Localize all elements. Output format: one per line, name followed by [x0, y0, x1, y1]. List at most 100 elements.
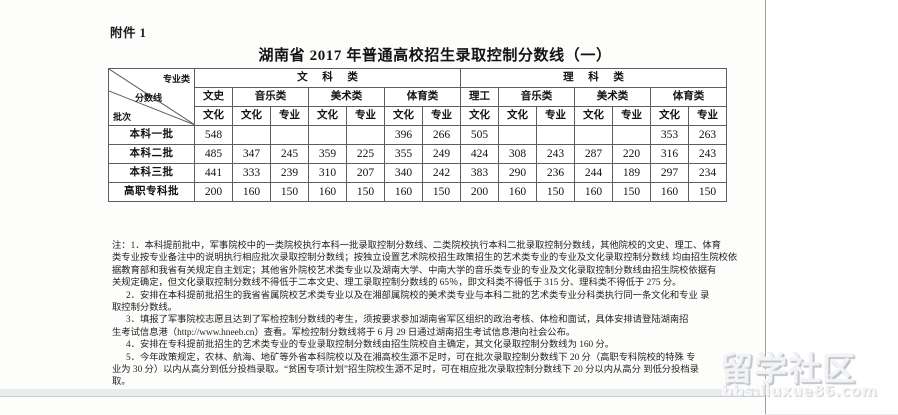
group-header-sciences: 理 科 类	[460, 68, 727, 88]
sub-header-cell: 文化	[650, 106, 689, 126]
sub-header-cell: 文化	[498, 106, 537, 126]
score-cell: 316	[650, 144, 689, 164]
score-cell: 236	[536, 163, 575, 183]
score-cell: 383	[460, 163, 499, 183]
score-cell: 160	[498, 182, 537, 202]
note-line: 5．今年政策规定，农林、航海、地矿等外省本科院校以及在湘高校生源不足时，可在批次…	[126, 352, 696, 363]
sub-header-cell: 文化	[232, 106, 271, 126]
table-header-category-row: 文史 音乐类 美术类 体育类 理工 音乐类 美术类 体育类	[109, 87, 727, 107]
score-cell	[498, 125, 537, 145]
corner-score-label: 分数线	[135, 93, 163, 103]
score-cell	[574, 125, 613, 145]
score-cell: 239	[270, 163, 309, 183]
score-cell: 189	[612, 163, 651, 183]
group-header-liberal-arts: 文 科 类	[194, 68, 461, 88]
note-line: 3．填报了军事院校志愿且达到了军检控制分数线的考生，须按要求参加湖南省军区组织的…	[126, 315, 689, 326]
sub-header-cell: 专业	[536, 106, 575, 126]
score-cell: 160	[232, 182, 271, 202]
note-line: 注：1．本科提前批中，军事院校中的一类院校执行本科一批录取控制分数线、二类院校执…	[112, 241, 721, 251]
table-row: 本科二批 485 347 245 359 225 355 249 424 308…	[108, 144, 727, 164]
note-line: 取控制分数线。	[112, 303, 178, 314]
category-header-wenshi: 文史	[194, 87, 233, 107]
score-cell: 160	[384, 182, 423, 202]
table-row: 本科一批 548 396 266 505 353	[108, 125, 727, 145]
page-title: 湖南省 2017 年普通高校招生录取控制分数线（一）	[258, 48, 612, 64]
table-header-group-row: 专业类 分数线 批次 文 科 类 理 科 类	[108, 68, 727, 126]
score-cell: 441	[194, 163, 233, 183]
score-cell: 355	[384, 144, 423, 164]
score-cell	[346, 125, 385, 145]
score-cell: 150	[346, 182, 385, 202]
note-line: 取。	[112, 377, 131, 388]
score-cell	[232, 125, 271, 145]
sub-header-cell: 文化	[194, 106, 233, 126]
score-cell: 505	[460, 125, 499, 145]
row-batch-label: 本科三批	[108, 163, 195, 183]
sub-header-cell: 文化	[308, 106, 347, 126]
score-cell: 353	[650, 125, 689, 145]
row-batch-label: 本科二批	[108, 144, 195, 164]
score-cell: 160	[650, 182, 689, 202]
score-cell: 359	[308, 144, 347, 164]
score-cell: 200	[460, 182, 499, 202]
score-table-wrapper: 专业类 分数线 批次 文 科 类 理 科 类 文史 音乐类 美术类 体育类 理工	[108, 68, 727, 202]
category-header-fineart-sci: 美术类	[574, 87, 651, 107]
score-cell: 245	[270, 144, 309, 164]
score-cell: 150	[270, 182, 309, 202]
category-header-sports-arts: 体育类	[384, 87, 461, 107]
notes-section: 注：1．本科提前批中，军事院校中的一类院校执行本科一批录取控制分数线、二类院校执…	[112, 240, 757, 389]
sub-header-cell: 专业	[612, 106, 651, 126]
note-line: 2．安排在本科提前批招生的我省省属院校艺术类专业以及在湘部属院校的美术类专业与本…	[126, 290, 710, 301]
score-cell: 290	[498, 163, 537, 183]
score-cell: 207	[346, 163, 385, 183]
category-header-ligong: 理工	[460, 87, 499, 107]
score-cell: 287	[574, 144, 613, 164]
sub-header-cell: 专业	[346, 106, 385, 126]
score-cell: 243	[688, 144, 727, 164]
score-cell	[536, 125, 575, 145]
category-header-sports-sci: 体育类	[650, 87, 727, 107]
score-cell: 150	[612, 182, 651, 202]
score-cell: 160	[308, 182, 347, 202]
table-corner-cell: 专业类 分数线 批次	[108, 68, 195, 126]
score-cell	[270, 125, 309, 145]
row-batch-label: 本科一批	[108, 125, 195, 145]
note-line: 类专业按专业备注中的说明执行相应批次录取控制分数线；按独立设置艺术院校招生政策招…	[112, 253, 738, 264]
score-cell: 485	[194, 144, 233, 164]
score-table: 专业类 分数线 批次 文 科 类 理 科 类 文史 音乐类 美术类 体育类 理工	[108, 68, 727, 202]
corner-major-label: 专业类	[162, 74, 190, 84]
sub-header-cell: 文化	[574, 106, 613, 126]
score-cell: 242	[422, 163, 461, 183]
table-row: 本科三批 441 333 239 310 207 340 242 383 290…	[108, 163, 727, 183]
score-cell: 244	[574, 163, 613, 183]
score-cell: 150	[536, 182, 575, 202]
corner-batch-label: 批次	[113, 112, 132, 122]
score-cell: 308	[498, 144, 537, 164]
note-line: 据教育部和我省有关规定自主划定；其他省外院校艺术类专业以及湖南大学、中南大学的音…	[112, 265, 717, 276]
note-line: 4．安排在专科提前批招生的艺术类专业的专业录取控制分数线由招生院校自主确定，其文…	[126, 340, 615, 351]
note-line: 业为 30 分）以内从高分到低分投档录取。“贫困专项计划”招生院校生源不足时，可…	[112, 365, 699, 376]
score-cell: 424	[460, 144, 499, 164]
corner-diagonals-icon	[109, 69, 195, 125]
table-row: 高职专科批 200 160 150 160 150 160 150 200 16…	[108, 182, 727, 202]
table-header-sub-row: 文化 文化 专业 文化 专业 文化 专业 文化 文化 专业 文化 专业 文化 专…	[109, 106, 727, 126]
score-cell: 225	[346, 144, 385, 164]
score-cell: 548	[194, 125, 233, 145]
score-cell: 220	[612, 144, 651, 164]
next-document-page	[0, 396, 765, 415]
score-cell: 243	[536, 144, 575, 164]
score-cell: 340	[384, 163, 423, 183]
category-header-fineart-arts: 美术类	[308, 87, 385, 107]
score-cell: 266	[422, 125, 461, 145]
score-cell: 160	[574, 182, 613, 202]
sub-header-cell: 文化	[384, 106, 423, 126]
category-header-music-sci: 音乐类	[498, 87, 575, 107]
score-cell: 333	[232, 163, 271, 183]
sub-header-cell: 文化	[460, 106, 499, 126]
score-cell	[612, 125, 651, 145]
sub-header-cell: 专业	[688, 106, 727, 126]
score-cell: 200	[194, 182, 233, 202]
note-line: 生考试信息港（http://www.hneeb.cn）查看。军检控制分数线将于 …	[112, 327, 576, 338]
score-cell: 347	[232, 144, 271, 164]
